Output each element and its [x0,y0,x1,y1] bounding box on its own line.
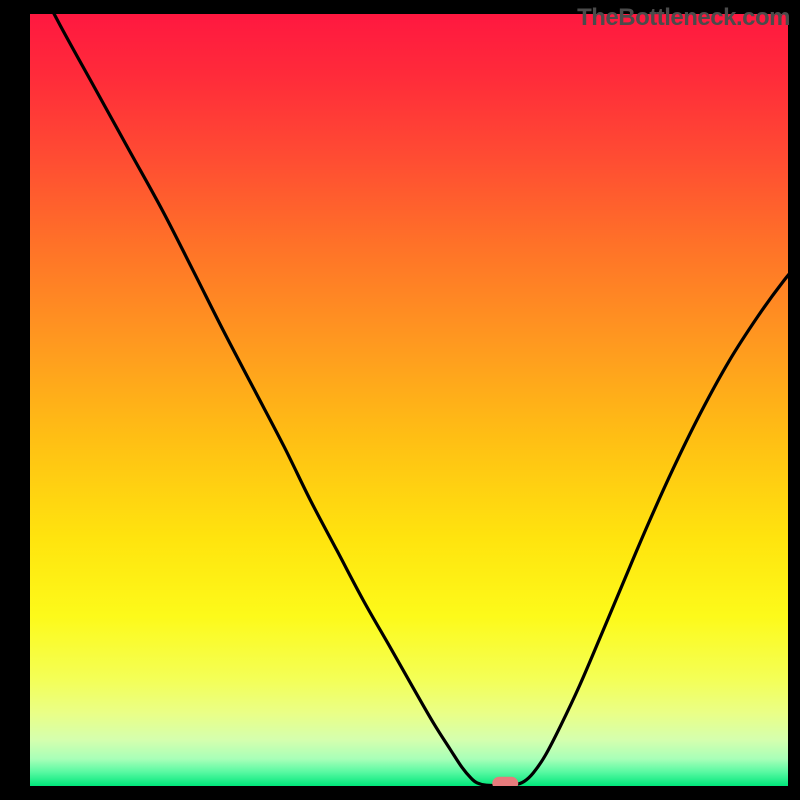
plot-area [30,14,788,786]
gradient-bg [30,14,788,786]
plot-svg [30,14,788,786]
watermark-text: TheBottleneck.com [577,4,790,32]
chart-frame: TheBottleneck.com [0,0,800,800]
optimum-marker [492,777,518,786]
